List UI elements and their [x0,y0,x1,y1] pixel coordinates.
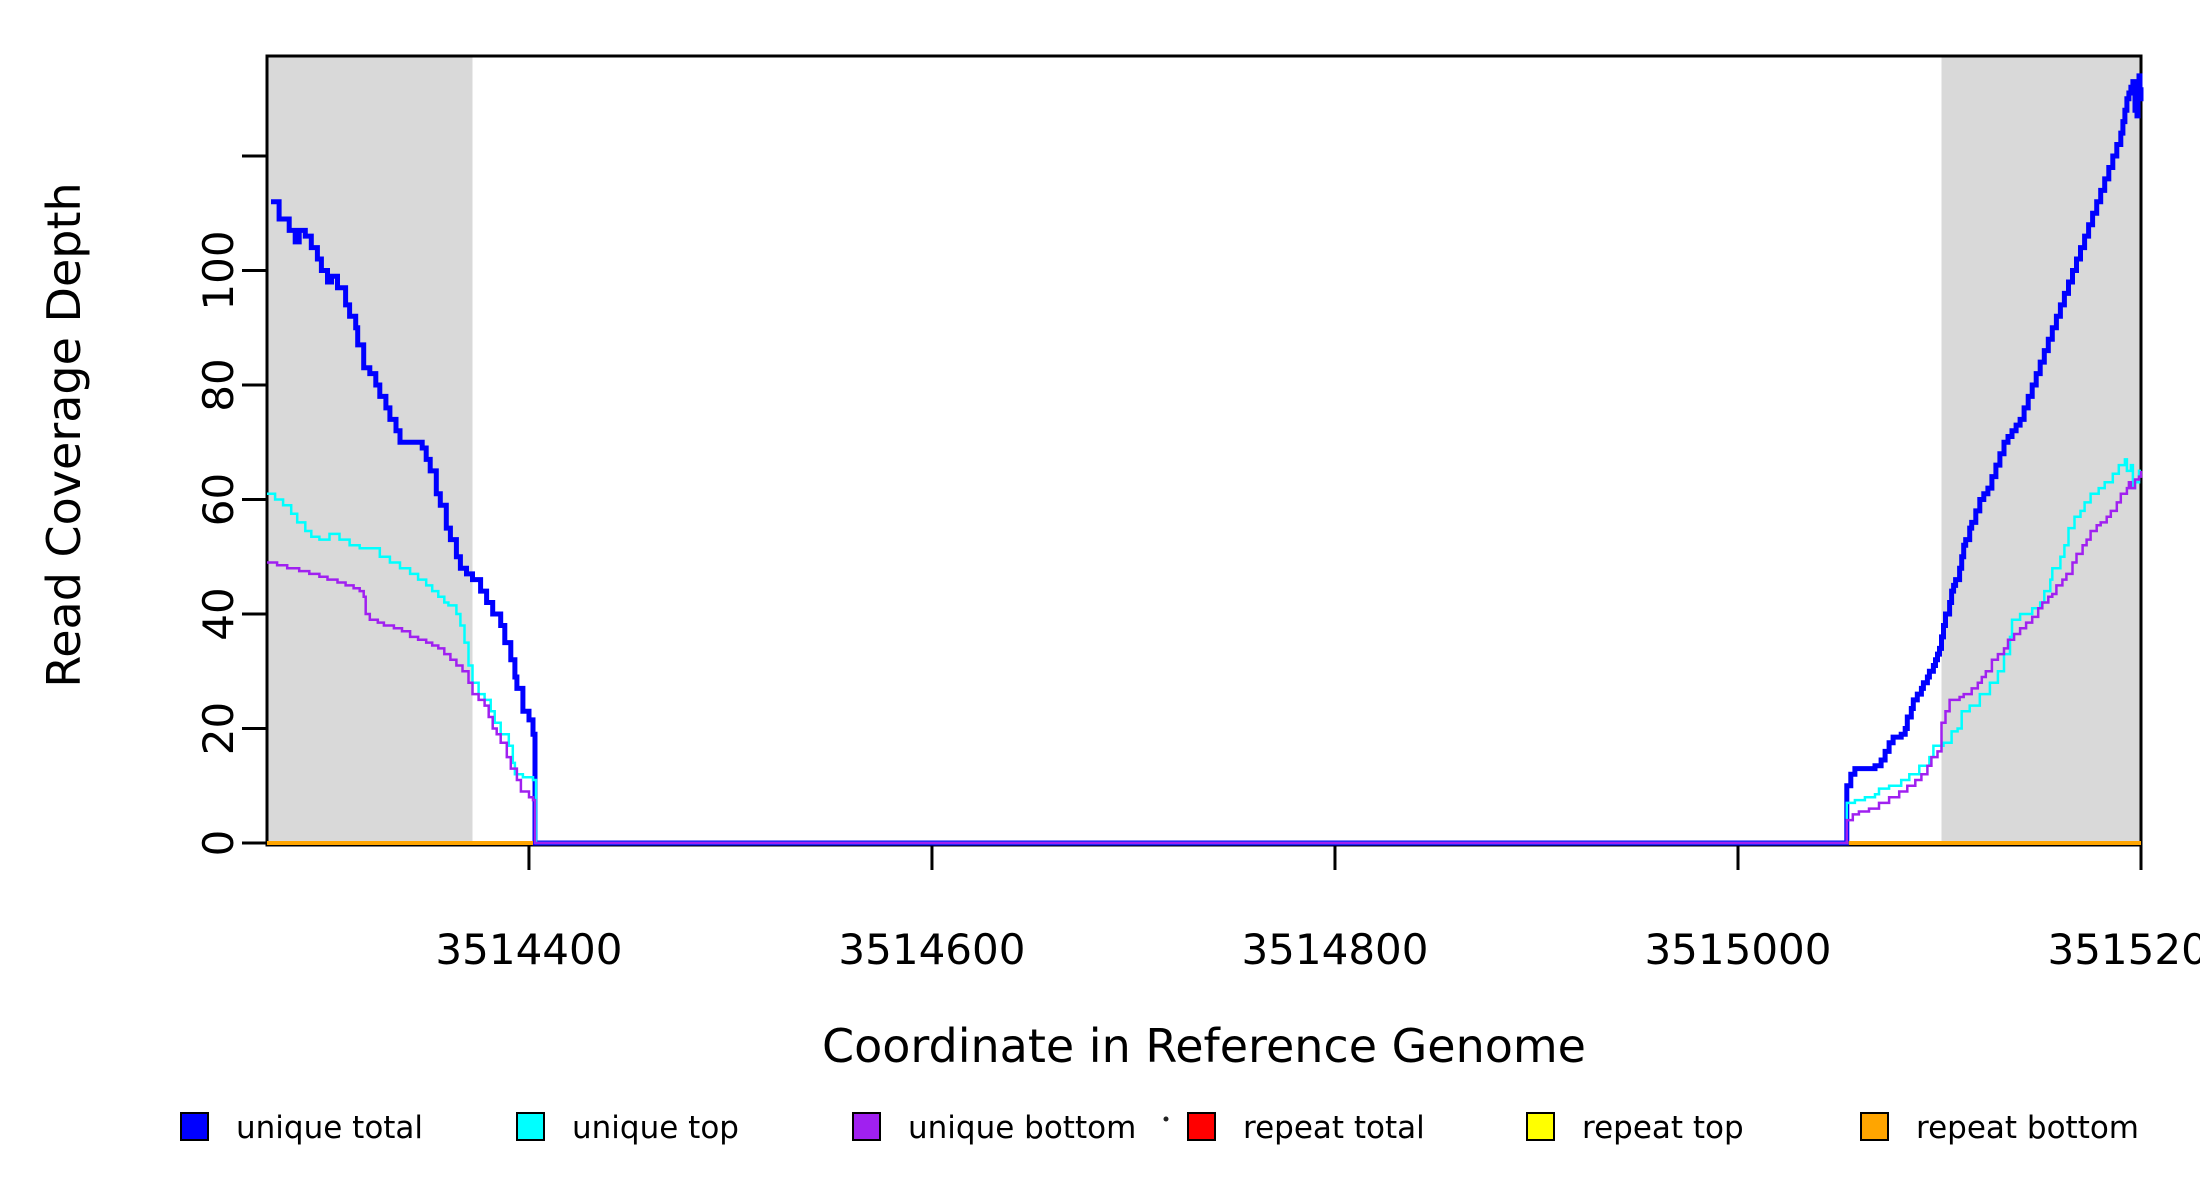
legend-swatch-unique-top [516,1112,545,1141]
legend-label-unique-bottom: unique bottom [908,1110,1136,1146]
y-tick-label: 0 [194,830,243,857]
y-tick-label: 60 [194,473,243,526]
repeat-region-band [1941,57,2141,844]
legend-label-repeat-total: repeat total [1243,1110,1425,1146]
series-unique-bottom [267,470,2143,845]
series-lines [267,73,2144,846]
legend-swatch-repeat-bottom [1860,1112,1889,1141]
x-axis-title: Coordinate in Reference Genome [822,1019,1586,1073]
legend-swatch-repeat-top [1526,1112,1555,1141]
legend-swatch-unique-total [180,1112,209,1141]
legend-label-repeat-bottom: repeat bottom [1916,1110,2139,1146]
plot-frame [265,54,2143,847]
legend-label-repeat-top: repeat top [1582,1110,1744,1146]
y-tick-label: 20 [194,702,243,755]
legend-item-repeat-top: repeat top [1526,1110,1744,1146]
y-tick-label: 40 [194,587,243,640]
x-tick-label: 3514400 [435,925,622,974]
repeat-region-bands [267,57,2141,844]
legend-item-unique-top: unique top [516,1110,739,1146]
stray-dot [1163,1116,1169,1122]
legend-item-repeat-bottom: repeat bottom [1860,1110,2139,1146]
y-tick-label: 100 [194,230,243,310]
y-tick-label: 80 [194,358,243,411]
legend-item-unique-bottom: unique bottom [852,1110,1136,1146]
series-unique-top [267,458,2141,845]
x-tick-label: 3515000 [1644,925,1831,974]
y-axis-title: Read Coverage Depth [37,182,91,687]
legend-swatch-unique-bottom [852,1112,881,1141]
legend-label-unique-top: unique top [572,1110,739,1146]
x-tick-label: 3514800 [1241,925,1428,974]
repeat-region-band [267,57,473,844]
legend-swatch-repeat-total [1187,1112,1216,1141]
legend: unique total unique top unique bottom repea… [180,1110,2139,1146]
legend-item-repeat-total: repeat total [1187,1110,1425,1146]
x-tick-label: 3514600 [838,925,1025,974]
legend-label-unique-total: unique total [236,1110,423,1146]
legend-item-unique-total: unique total [180,1110,423,1146]
series-unique-total [271,73,2144,846]
